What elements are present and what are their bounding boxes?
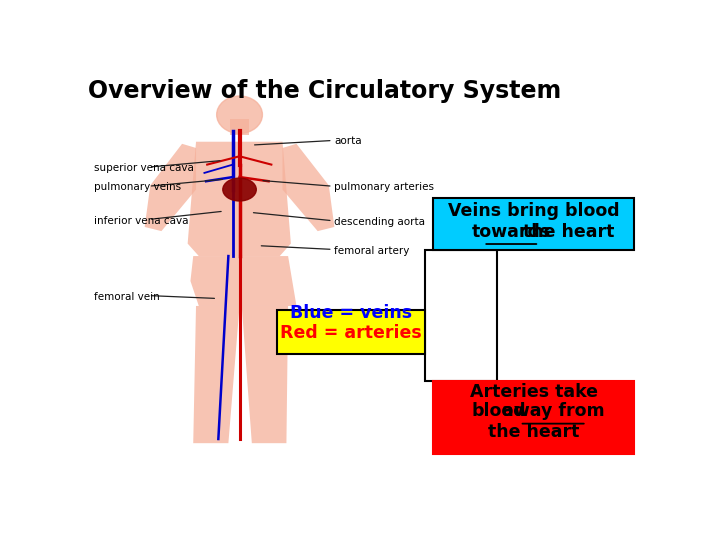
Text: aorta: aorta	[334, 136, 362, 146]
Text: away from: away from	[502, 402, 605, 420]
Polygon shape	[190, 256, 297, 306]
Text: blood: blood	[471, 402, 526, 420]
Polygon shape	[145, 144, 196, 231]
Text: superior vena cava: superior vena cava	[94, 163, 194, 173]
Polygon shape	[282, 144, 334, 231]
Text: Arteries take: Arteries take	[469, 383, 598, 401]
Ellipse shape	[217, 96, 262, 133]
FancyBboxPatch shape	[230, 119, 249, 136]
Text: femoral vein: femoral vein	[94, 292, 161, 302]
Polygon shape	[242, 306, 288, 443]
Text: descending aorta: descending aorta	[334, 217, 426, 227]
FancyBboxPatch shape	[433, 198, 634, 250]
Text: femoral artery: femoral artery	[334, 246, 410, 255]
Polygon shape	[193, 306, 240, 443]
FancyBboxPatch shape	[433, 381, 634, 454]
Ellipse shape	[222, 178, 256, 201]
Text: the heart: the heart	[488, 423, 580, 441]
Text: pulmonary arteries: pulmonary arteries	[334, 183, 434, 192]
FancyBboxPatch shape	[425, 250, 498, 381]
FancyBboxPatch shape	[277, 310, 425, 354]
Text: pulmonary veins: pulmonary veins	[94, 183, 181, 192]
Text: Blue = veins: Blue = veins	[290, 305, 413, 322]
Text: Veins bring blood: Veins bring blood	[448, 202, 619, 220]
Text: towards: towards	[472, 222, 551, 240]
Text: Overview of the Circulatory System: Overview of the Circulatory System	[88, 79, 561, 103]
Text: Red = arteries: Red = arteries	[280, 325, 422, 342]
Polygon shape	[188, 141, 291, 256]
Text: inferior vena cava: inferior vena cava	[94, 215, 189, 226]
Text: the heart: the heart	[523, 222, 614, 240]
